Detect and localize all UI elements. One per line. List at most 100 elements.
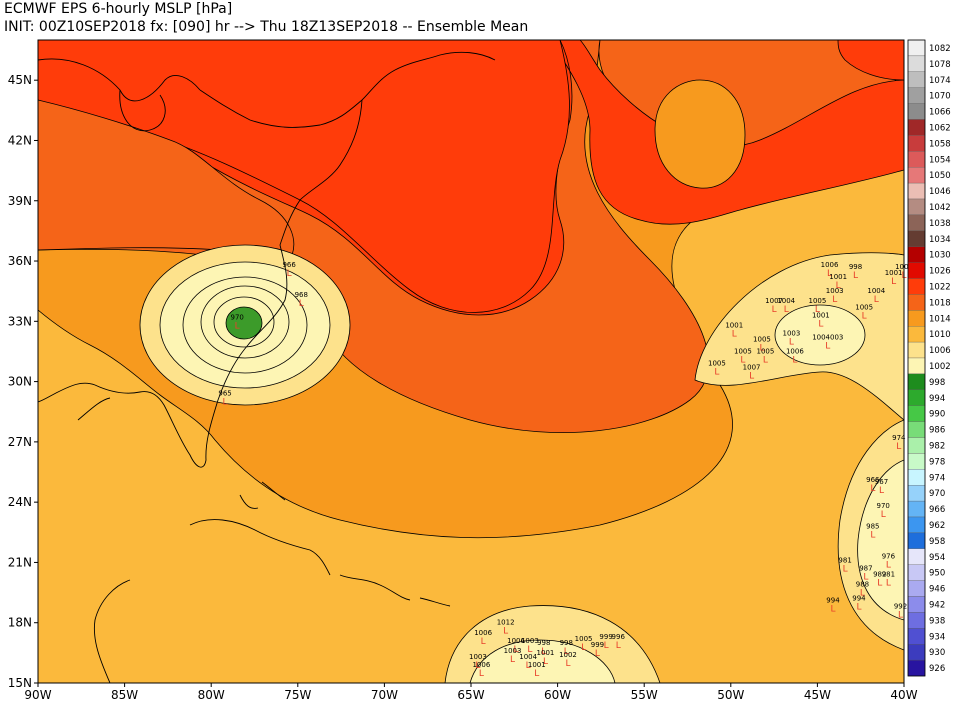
colorbar-label: 1078 xyxy=(929,60,951,70)
low-marker-1: L xyxy=(223,398,228,408)
colorbar-swatch-4 xyxy=(907,103,926,120)
colorbar-label: 1038 xyxy=(929,219,951,229)
colorbar-label: 1018 xyxy=(929,298,951,308)
lon-tick-label: 50W xyxy=(717,688,744,702)
low-pressure-value: 1004003 xyxy=(812,333,843,341)
colorbar-label: 962 xyxy=(929,521,945,531)
lat-tick-label: 42N xyxy=(8,133,32,147)
colorbar-swatch-17 xyxy=(907,310,926,327)
low-pressure-value: 1004 xyxy=(777,297,795,305)
colorbar-label: 1070 xyxy=(929,92,951,102)
colorbar-swatch-32 xyxy=(907,548,926,565)
low-marker-30: L xyxy=(886,560,891,570)
low-pressure-value: 1006 xyxy=(474,629,492,637)
lon-tick-label: 80W xyxy=(198,688,225,702)
colorbar-frame xyxy=(907,39,926,677)
colorbar-swatch-2 xyxy=(907,71,926,88)
pressure-field xyxy=(38,40,904,683)
colorbar-swatch-14 xyxy=(907,262,926,279)
colorbar-swatch-25 xyxy=(907,437,926,454)
low-marker-7: L xyxy=(784,305,789,315)
colorbar-label: 970 xyxy=(929,489,945,499)
colorbar-label: 926 xyxy=(929,664,945,674)
low-pressure-value: 999 xyxy=(591,641,604,649)
colorbar-label: 1034 xyxy=(929,235,951,245)
colorbar-label: 958 xyxy=(929,537,945,547)
low-pressure-value: 970 xyxy=(877,502,890,510)
low-pressure-value: 1004 xyxy=(519,653,537,661)
low-marker-18: L xyxy=(853,271,858,281)
low-pressure-value: 1005 xyxy=(855,303,873,311)
low-marker-17: L xyxy=(827,269,832,279)
low-pressure-value: 985 xyxy=(866,522,879,530)
low-pressure-value: 1006 xyxy=(507,637,525,645)
low-pressure-value: 992 xyxy=(894,603,907,611)
colorbar-label: 1050 xyxy=(929,171,951,181)
lat-tick-label: 27N xyxy=(8,435,32,449)
colorbar-swatch-37 xyxy=(907,628,926,645)
low-marker-45: L xyxy=(581,643,586,653)
low-marker-52: L xyxy=(526,661,531,671)
low-marker-32: L xyxy=(863,572,868,582)
low-marker-39: L xyxy=(481,637,486,647)
low-marker-20: L xyxy=(832,295,837,305)
band-1018-west xyxy=(38,99,294,261)
lat-tick-label: 21N xyxy=(8,555,32,569)
colorbar-swatch-19 xyxy=(907,341,926,359)
lat-tick-label: 33N xyxy=(8,314,32,328)
low-marker-40: L xyxy=(503,627,508,637)
lon-tick-label: 90W xyxy=(24,688,51,702)
colorbar-label: 1014 xyxy=(929,314,951,324)
longitude-axis: 90W 85W 80W 75W 70W 65W 60W 55W 50W 45W 40W xyxy=(24,683,918,702)
colorbar: 1082 1078 1074 1070 1066 1062 1058 1054 1050 1046… xyxy=(907,39,951,677)
low-marker-44: L xyxy=(564,647,569,657)
colorbar-swatch-36 xyxy=(907,612,926,629)
colorbar-swatch-12 xyxy=(907,230,926,247)
colorbar-swatch-7 xyxy=(907,151,926,168)
low-marker-43: L xyxy=(541,647,546,657)
low-pressure-value: 1005 xyxy=(708,360,726,368)
low-pressure-value: 1003 xyxy=(469,653,487,661)
ring-1002-east xyxy=(774,304,866,366)
low-pressure-value: 1005 xyxy=(575,635,593,643)
low-markers: 970L965L966L968L1001L1005L1007L1004L1005… xyxy=(218,261,913,679)
colorbar-label: 1002 xyxy=(929,362,951,372)
colorbar-label: 998 xyxy=(929,378,945,388)
chart-title: ECMWF EPS 6-hourly MSLP [hPa] xyxy=(4,1,233,17)
low-pressure-value: 1001 xyxy=(537,649,555,657)
low-pressure-value: 1005 xyxy=(757,347,775,355)
low-pressure-value: 966 xyxy=(866,476,880,484)
coastlines xyxy=(38,51,496,683)
colorbar-swatch-27 xyxy=(907,469,926,486)
lat-tick-label: 15N xyxy=(8,676,32,690)
low-marker-14: L xyxy=(714,368,719,378)
low-marker-31: L xyxy=(843,564,848,574)
low-marker-37: L xyxy=(856,603,861,613)
low-marker-42: L xyxy=(527,645,532,655)
lat-tick-label: 30N xyxy=(8,375,32,389)
low-marker-26: L xyxy=(870,484,875,494)
low-pressure-value: 1003 xyxy=(826,287,844,295)
lat-tick-label: 39N xyxy=(8,194,32,208)
low-marker-3: L xyxy=(299,299,304,309)
low-pressure-value: 1006 xyxy=(821,261,839,269)
colorbar-label: 1062 xyxy=(929,123,951,133)
low-marker-49: L xyxy=(475,661,480,671)
low-marker-11: L xyxy=(792,355,797,365)
low-marker-36: L xyxy=(830,605,835,615)
low-pressure-value: 981 xyxy=(838,556,851,564)
colorbar-label: 930 xyxy=(929,648,945,658)
colorbar-label: 1082 xyxy=(929,44,951,54)
low-marker-12: L xyxy=(740,355,745,365)
lon-tick-label: 70W xyxy=(371,688,398,702)
colorbar-label: 1010 xyxy=(929,330,951,340)
colorbar-label: 1030 xyxy=(929,251,951,261)
low-marker-50: L xyxy=(479,669,484,679)
low-pressure-value: 1006 xyxy=(786,347,804,355)
colorbar-swatch-10 xyxy=(907,198,926,216)
low-pressure-value: 998 xyxy=(537,639,550,647)
low-pressure-value: 987 xyxy=(859,564,872,572)
colorbar-swatch-6 xyxy=(907,135,926,152)
low-marker-46: L xyxy=(604,641,609,651)
